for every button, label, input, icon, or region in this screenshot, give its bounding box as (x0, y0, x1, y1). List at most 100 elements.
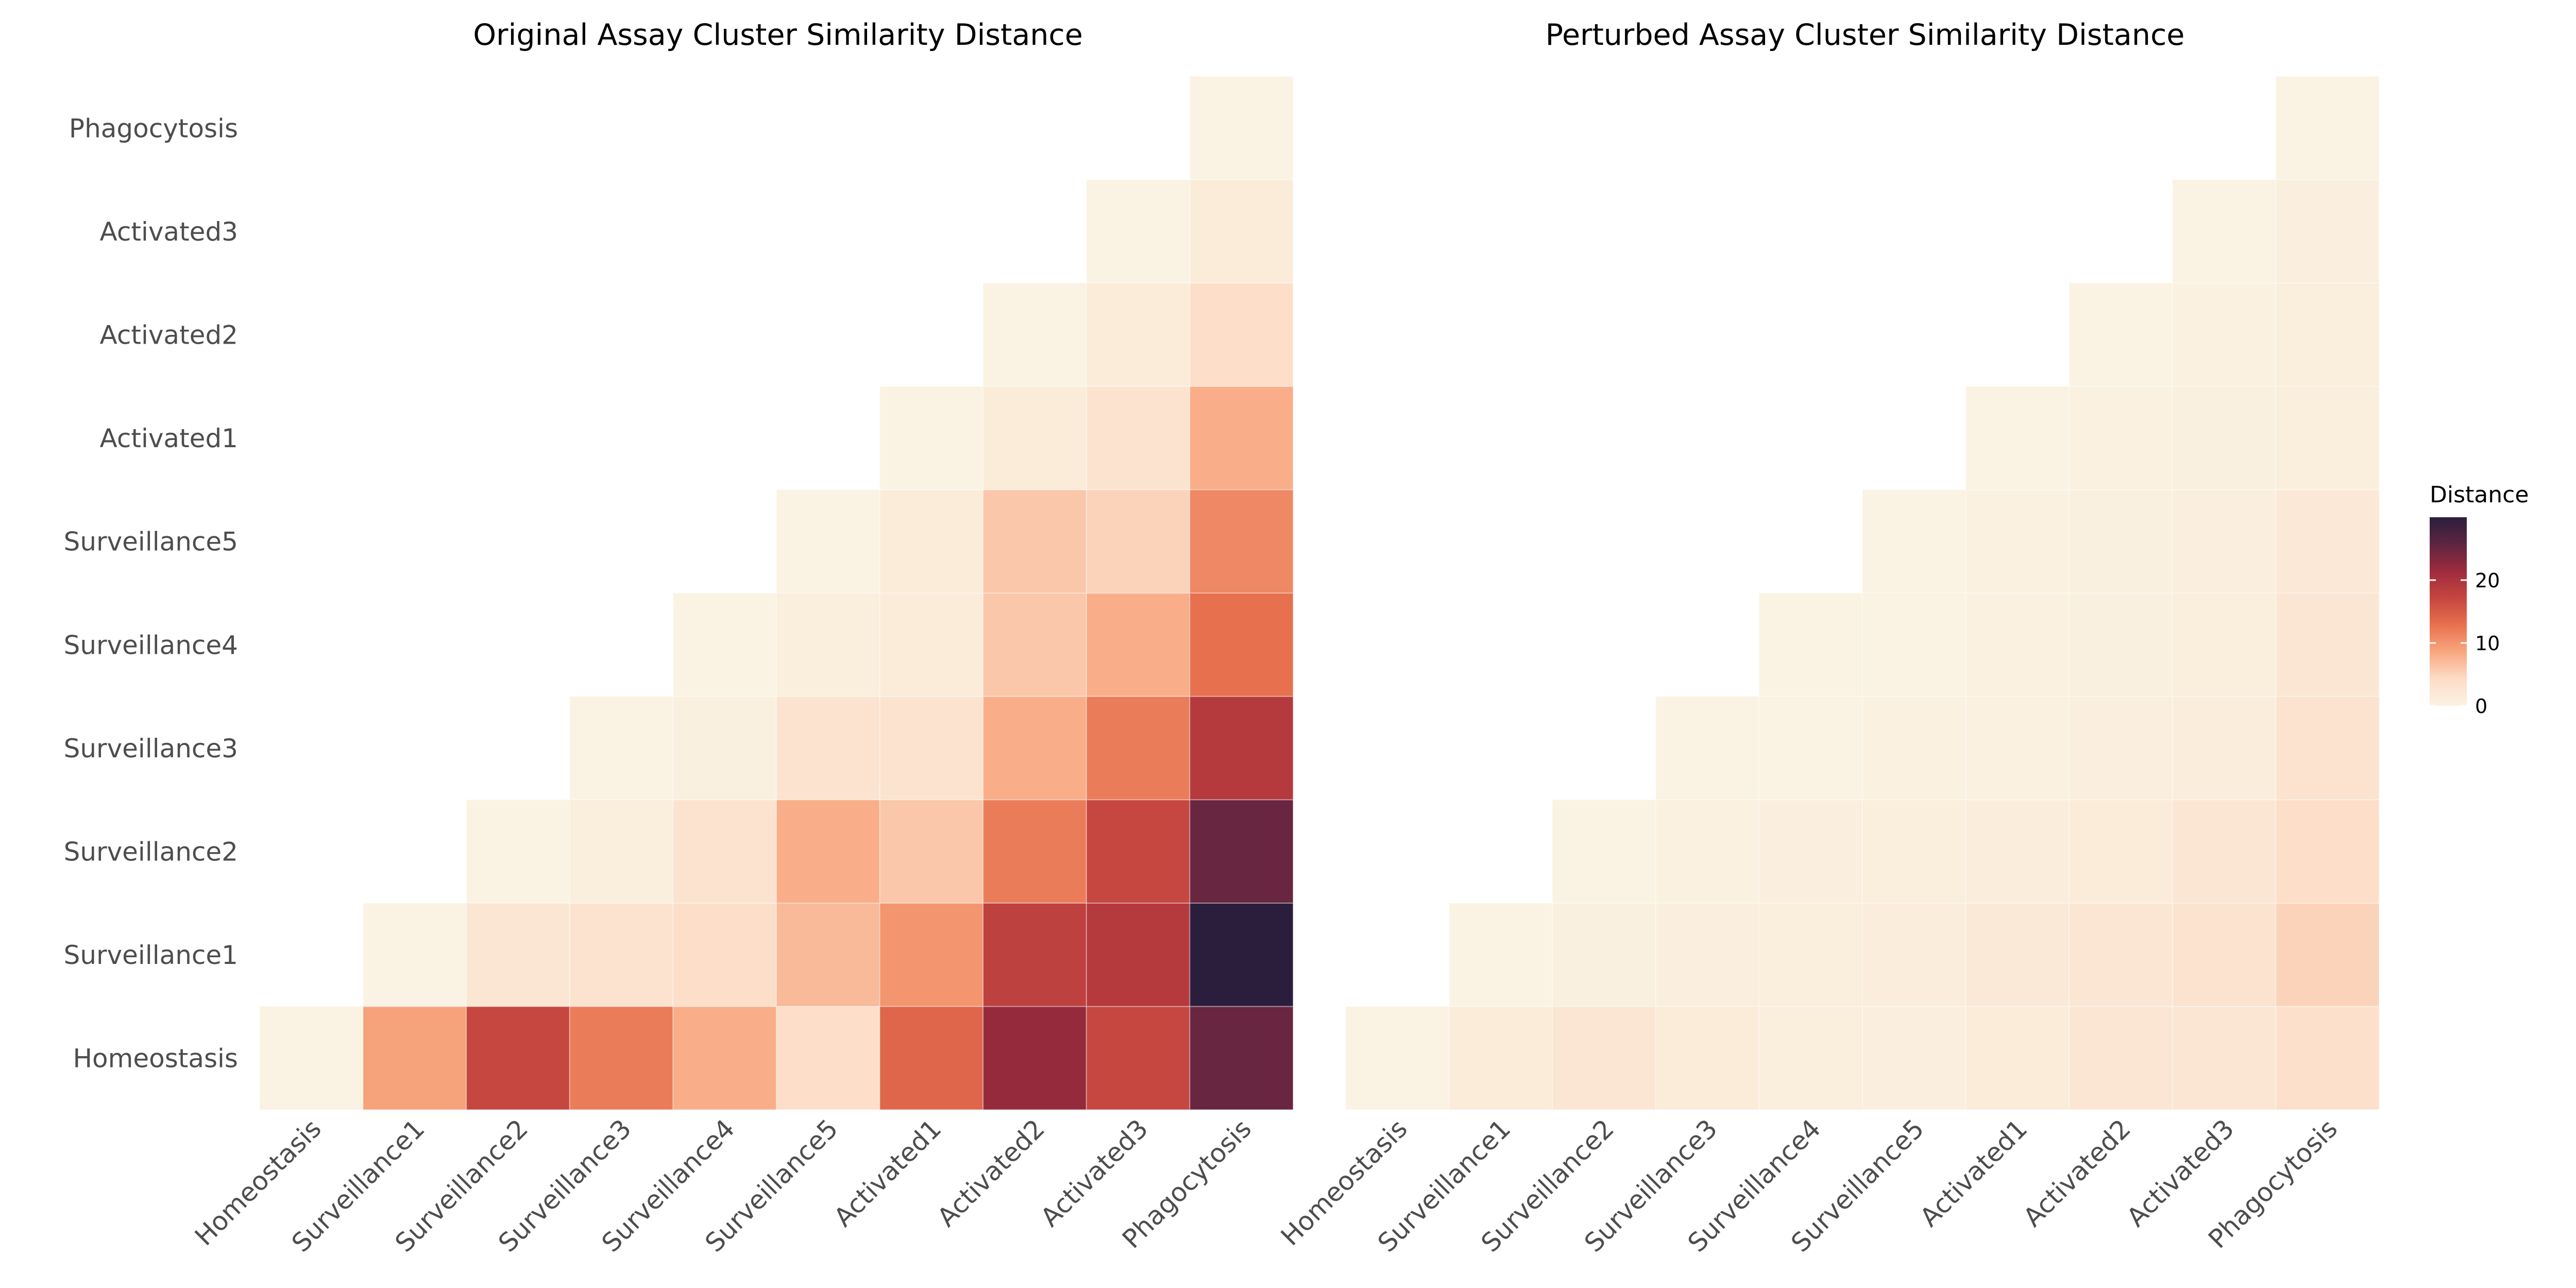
perturbed-cell-surveillance1-surveillance1 (1448, 902, 1553, 1007)
original-x-axis-labels: HomeostasisSurveillance1Surveillance2Sur… (189, 1113, 1257, 1258)
original-cell-surveillance4-activated3 (1086, 592, 1191, 697)
original-cell-activated1-activated2 (982, 385, 1087, 490)
perturbed-x-axis-labels: HomeostasisSurveillance1Surveillance2Sur… (1275, 1113, 2343, 1258)
original-y-label-surveillance1: Surveillance1 (64, 940, 238, 970)
perturbed-cell-surveillance1-surveillance4 (1758, 902, 1863, 1007)
perturbed-cell-activated3-activated3 (2172, 179, 2277, 284)
perturbed-cell-surveillance2-phagocytosis (2275, 799, 2380, 904)
perturbed-cell-homeostasis-surveillance3 (1655, 1006, 1760, 1111)
perturbed-cell-surveillance1-surveillance3 (1655, 902, 1760, 1007)
original-cell-surveillance3-surveillance4 (672, 696, 777, 801)
original-cell-surveillance2-activated2 (982, 799, 1087, 904)
perturbed-cell-surveillance3-activated2 (2069, 696, 2173, 801)
legend-title: Distance (2430, 482, 2529, 508)
original-cell-surveillance5-activated3 (1086, 489, 1191, 594)
original-cell-surveillance3-activated2 (982, 696, 1087, 801)
perturbed-cell-surveillance3-surveillance5 (1862, 696, 1967, 801)
original-y-label-homeostasis: Homeostasis (73, 1044, 238, 1074)
perturbed-cell-phagocytosis-phagocytosis (2275, 76, 2380, 180)
perturbed-cell-surveillance3-activated1 (1965, 696, 2070, 801)
original-cell-surveillance5-phagocytosis (1189, 489, 1294, 594)
original-cell-homeostasis-phagocytosis (1189, 1006, 1294, 1111)
perturbed-cell-homeostasis-surveillance5 (1862, 1006, 1967, 1111)
original-y-label-activated2: Activated2 (100, 320, 238, 350)
perturbed-cell-homeostasis-activated3 (2172, 1006, 2277, 1111)
original-cell-surveillance1-surveillance3 (569, 902, 674, 1007)
perturbed-cell-homeostasis-surveillance4 (1758, 1006, 1863, 1111)
perturbed-cell-surveillance3-surveillance4 (1758, 696, 1863, 801)
original-cell-homeostasis-homeostasis (259, 1006, 364, 1111)
original-cell-surveillance3-phagocytosis (1189, 696, 1294, 801)
perturbed-cell-surveillance1-surveillance2 (1552, 902, 1656, 1007)
original-cell-surveillance5-surveillance5 (776, 489, 880, 594)
original-cell-surveillance5-activated1 (879, 489, 984, 594)
original-y-label-phagocytosis: Phagocytosis (69, 113, 238, 143)
original-y-label-surveillance2: Surveillance2 (64, 837, 238, 867)
perturbed-cell-surveillance5-surveillance5 (1862, 489, 1967, 594)
original-cell-surveillance2-phagocytosis (1189, 799, 1294, 904)
perturbed-cell-activated1-phagocytosis (2275, 385, 2380, 490)
perturbed-cell-activated3-phagocytosis (2275, 179, 2380, 284)
distance-legend: Distance 0 10 20 (2430, 482, 2529, 718)
perturbed-cell-surveillance3-phagocytosis (2275, 696, 2380, 801)
original-cell-surveillance1-surveillance4 (672, 902, 777, 1007)
original-y-label-surveillance3: Surveillance3 (64, 734, 238, 764)
original-cell-surveillance3-activated1 (879, 696, 984, 801)
original-cell-surveillance5-activated2 (982, 489, 1087, 594)
legend-color-bar (2430, 517, 2467, 706)
perturbed-cell-surveillance4-activated3 (2172, 592, 2277, 697)
perturbed-cell-surveillance2-surveillance4 (1758, 799, 1863, 904)
perturbed-cell-homeostasis-activated1 (1965, 1006, 2070, 1111)
original-cell-activated3-phagocytosis (1189, 179, 1294, 284)
original-cell-homeostasis-surveillance1 (362, 1006, 467, 1111)
original-cell-activated2-activated3 (1086, 282, 1191, 387)
original-cell-surveillance4-activated2 (982, 592, 1087, 697)
original-cell-homeostasis-surveillance5 (776, 1006, 880, 1111)
perturbed-cell-surveillance3-activated3 (2172, 696, 2277, 801)
legend-tick-label-0: 0 (2475, 695, 2487, 718)
original-cell-surveillance1-phagocytosis (1189, 902, 1294, 1007)
original-cell-activated1-activated3 (1086, 385, 1191, 490)
perturbed-x-label-activated1: Activated1 (1914, 1113, 2033, 1232)
original-cell-homeostasis-activated2 (982, 1006, 1087, 1111)
perturbed-cell-surveillance1-phagocytosis (2275, 902, 2380, 1007)
perturbed-cell-activated2-activated3 (2172, 282, 2277, 387)
perturbed-cell-surveillance4-surveillance4 (1758, 592, 1863, 697)
original-cell-activated2-phagocytosis (1189, 282, 1294, 387)
perturbed-cell-surveillance1-activated3 (2172, 902, 2277, 1007)
original-cell-surveillance2-surveillance2 (466, 799, 570, 904)
original-cell-homeostasis-surveillance4 (672, 1006, 777, 1111)
perturbed-cell-homeostasis-surveillance1 (1448, 1006, 1553, 1111)
perturbed-cell-homeostasis-activated2 (2069, 1006, 2173, 1111)
perturbed-cell-surveillance5-activated2 (2069, 489, 2173, 594)
perturbed-cell-surveillance3-surveillance3 (1655, 696, 1760, 801)
perturbed-cell-surveillance4-surveillance5 (1862, 592, 1967, 697)
original-y-axis-labels: Homeostasis Surveillance1 Surveillance2 Sur… (64, 113, 238, 1073)
perturbed-cell-surveillance1-activated2 (2069, 902, 2173, 1007)
original-cell-activated3-activated3 (1086, 179, 1191, 284)
perturbed-cell-surveillance5-activated3 (2172, 489, 2277, 594)
original-cell-surveillance3-activated3 (1086, 696, 1191, 801)
original-cell-surveillance4-surveillance4 (672, 592, 777, 697)
original-cell-homeostasis-activated1 (879, 1006, 984, 1111)
original-cell-surveillance2-activated1 (879, 799, 984, 904)
original-x-label-activated1: Activated1 (828, 1113, 947, 1232)
perturbed-cell-activated1-activated1 (1965, 385, 2070, 490)
legend-tick-label-20: 20 (2475, 569, 2500, 592)
original-y-label-surveillance4: Surveillance4 (64, 630, 238, 660)
perturbed-cell-surveillance1-surveillance5 (1862, 902, 1967, 1007)
original-cell-surveillance2-activated3 (1086, 799, 1191, 904)
perturbed-cell-surveillance2-surveillance3 (1655, 799, 1760, 904)
perturbed-cell-surveillance2-activated1 (1965, 799, 2070, 904)
original-cell-homeostasis-surveillance2 (466, 1006, 570, 1111)
perturbed-cell-surveillance1-activated1 (1965, 902, 2070, 1007)
perturbed-cell-surveillance5-phagocytosis (2275, 489, 2380, 594)
original-cell-surveillance1-activated3 (1086, 902, 1191, 1007)
original-cell-activated2-activated2 (982, 282, 1087, 387)
original-y-label-activated3: Activated3 (100, 217, 238, 247)
original-cell-surveillance1-surveillance2 (466, 902, 570, 1007)
original-chart-title: Original Assay Cluster Similarity Distan… (473, 18, 1083, 52)
original-cell-activated1-activated1 (879, 385, 984, 490)
original-cell-phagocytosis-phagocytosis (1189, 76, 1294, 180)
